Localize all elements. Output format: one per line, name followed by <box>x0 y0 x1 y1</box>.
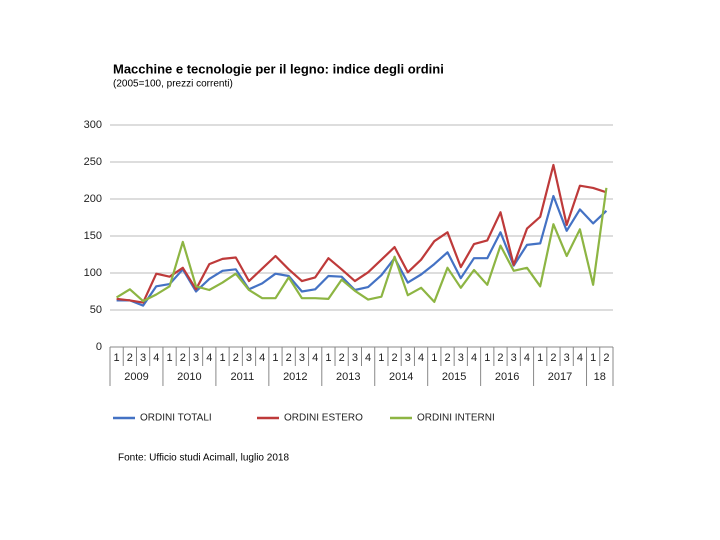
y-tick-label: 300 <box>84 119 102 131</box>
chart-title: Macchine e tecnologie per il legno: indi… <box>113 61 444 76</box>
x-tick-label: 2 <box>444 352 450 364</box>
year-label: 2009 <box>124 371 148 383</box>
x-tick-label: 1 <box>378 352 384 364</box>
x-tick-label: 3 <box>458 352 464 364</box>
x-tick-label: 1 <box>219 352 225 364</box>
year-label: 2017 <box>548 371 572 383</box>
x-tick-label: 3 <box>511 352 517 364</box>
x-tick-label: 1 <box>325 352 331 364</box>
y-tick-label: 200 <box>84 193 102 205</box>
x-tick-label: 3 <box>564 352 570 364</box>
year-label: 2010 <box>177 371 201 383</box>
x-tick-label: 4 <box>524 352 530 364</box>
y-tick-label: 150 <box>84 230 102 242</box>
x-tick-label: 4 <box>312 352 318 364</box>
x-tick-label: 2 <box>392 352 398 364</box>
legend-label: ORDINI INTERNI <box>417 413 495 424</box>
x-tick-label: 4 <box>259 352 265 364</box>
x-tick-label: 2 <box>550 352 556 364</box>
x-tick-label: 1 <box>590 352 596 364</box>
x-tick-label: 3 <box>246 352 252 364</box>
y-tick-label: 50 <box>90 304 102 316</box>
x-tick-label: 4 <box>577 352 583 364</box>
x-tick-label: 4 <box>418 352 424 364</box>
x-tick-label: 3 <box>352 352 358 364</box>
x-tick-label: 3 <box>140 352 146 364</box>
x-tick-label: 3 <box>299 352 305 364</box>
legend-label: ORDINI TOTALI <box>140 413 212 424</box>
series-line <box>116 194 608 307</box>
series-line <box>116 163 607 304</box>
x-tick-label: 3 <box>193 352 199 364</box>
x-tick-label: 2 <box>127 352 133 364</box>
series-line <box>116 187 608 303</box>
year-label: 2014 <box>389 371 413 383</box>
year-label: 2013 <box>336 371 360 383</box>
year-label: 18 <box>594 371 606 383</box>
x-tick-label: 2 <box>339 352 345 364</box>
x-tick-label: 2 <box>180 352 186 364</box>
year-label: 2015 <box>442 371 466 383</box>
year-label: 2012 <box>283 371 307 383</box>
legend-label: ORDINI ESTERO <box>284 413 363 424</box>
x-tick-label: 4 <box>471 352 477 364</box>
x-tick-label: 1 <box>431 352 437 364</box>
x-tick-label: 4 <box>153 352 159 364</box>
x-tick-label: 2 <box>603 352 609 364</box>
x-tick-label: 1 <box>114 352 120 364</box>
x-tick-label: 4 <box>365 352 371 364</box>
x-tick-label: 4 <box>206 352 212 364</box>
x-tick-label: 1 <box>484 352 490 364</box>
chart-subtitle: (2005=100, prezzi correnti) <box>113 79 233 90</box>
x-tick-label: 2 <box>233 352 239 364</box>
year-label: 2016 <box>495 371 519 383</box>
x-tick-label: 3 <box>405 352 411 364</box>
x-tick-label: 2 <box>497 352 503 364</box>
x-tick-label: 1 <box>537 352 543 364</box>
x-tick-label: 1 <box>167 352 173 364</box>
source-note: Fonte: Ufficio studi Acimall, luglio 201… <box>118 453 289 464</box>
x-tick-label: 1 <box>272 352 278 364</box>
y-tick-label: 250 <box>84 156 102 168</box>
year-label: 2011 <box>231 371 255 383</box>
x-tick-label: 2 <box>286 352 292 364</box>
y-tick-label: 0 <box>96 341 102 353</box>
y-tick-label: 100 <box>84 267 102 279</box>
